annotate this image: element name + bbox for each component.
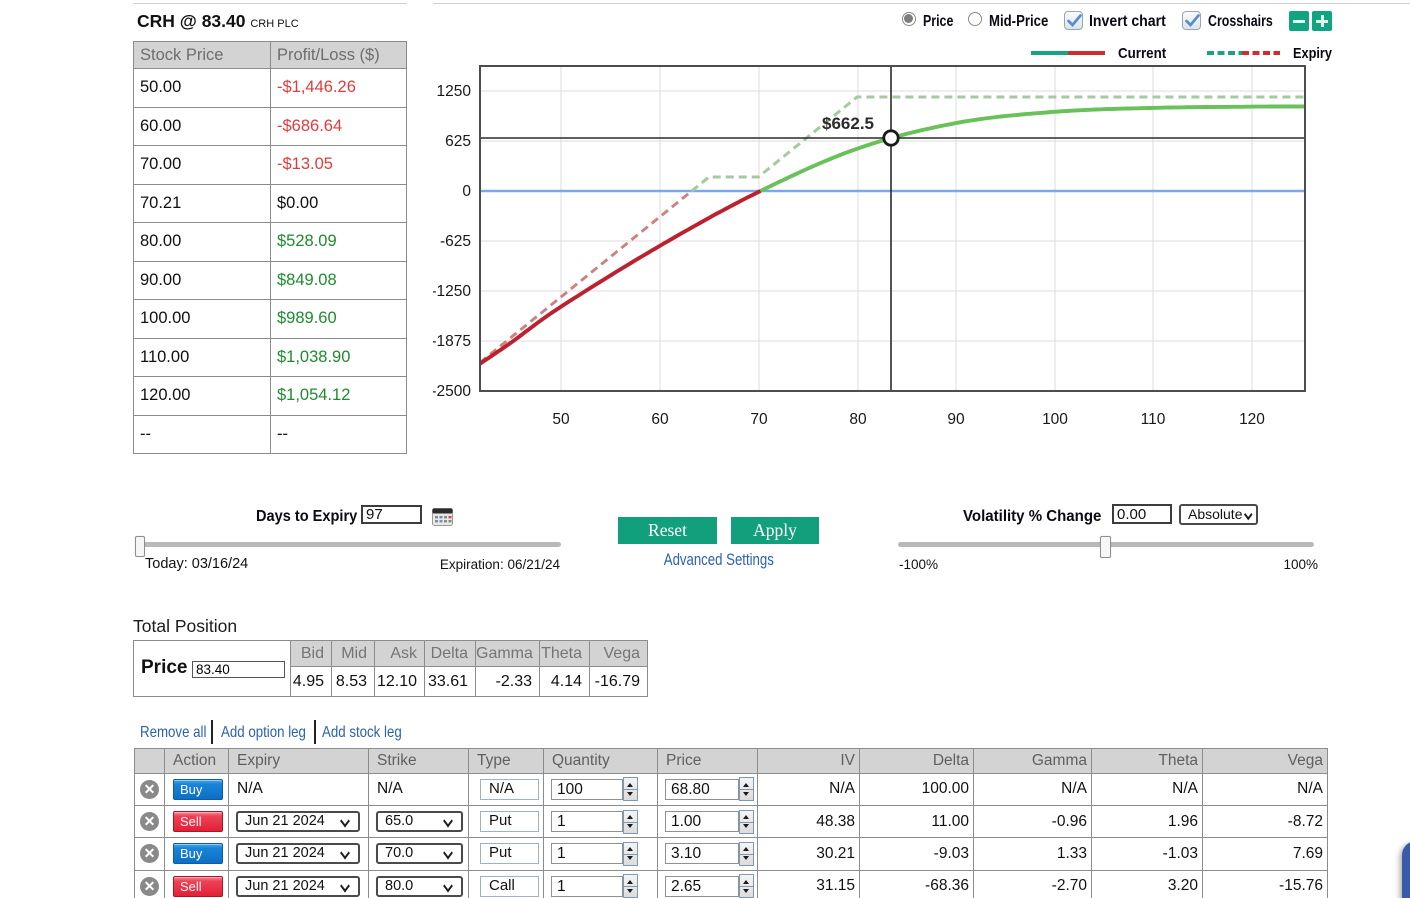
svg-text:-2500: -2500 xyxy=(433,383,471,400)
svg-text:-1250: -1250 xyxy=(433,283,471,300)
svg-text:60: 60 xyxy=(651,411,669,428)
svg-text:80: 80 xyxy=(849,411,867,428)
svg-text:120: 120 xyxy=(1239,411,1265,428)
svg-text:625: 625 xyxy=(445,133,471,150)
svg-text:100: 100 xyxy=(1042,411,1068,428)
svg-text:1250: 1250 xyxy=(437,83,472,100)
svg-text:110: 110 xyxy=(1141,411,1166,428)
svg-text:50: 50 xyxy=(552,411,570,428)
svg-text:-1875: -1875 xyxy=(433,333,471,350)
svg-text:$662.5: $662.5 xyxy=(822,114,874,133)
svg-text:90: 90 xyxy=(947,411,965,428)
svg-text:-625: -625 xyxy=(440,233,471,250)
svg-text:0: 0 xyxy=(462,183,471,200)
svg-text:70: 70 xyxy=(750,411,768,428)
